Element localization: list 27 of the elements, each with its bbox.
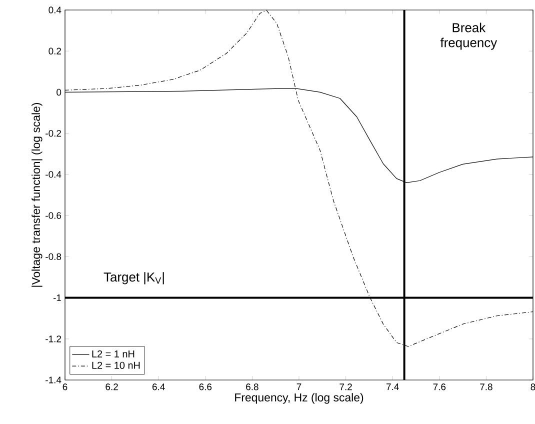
x-tick-label: 6.4 [152, 384, 165, 390]
x-tick-label: 7.8 [480, 384, 492, 390]
y-tick-label: -0.8 [46, 253, 62, 260]
y-tick-label: -0.4 [46, 171, 62, 178]
x-tick-label: 6 [62, 384, 68, 390]
x-tick-label: 6.2 [106, 384, 118, 390]
legend-label: L2 = 10 nH [92, 362, 140, 369]
x-tick-label: 7.6 [433, 384, 446, 390]
x-tick-label: 7 [296, 384, 302, 390]
ref-line-label: Break frequency [440, 22, 498, 50]
x-tick-label: 6.8 [246, 384, 258, 390]
x-tick-label: 8 [530, 384, 535, 390]
y-tick-label: 0.4 [48, 6, 62, 14]
y-tick-label: -1.2 [46, 336, 62, 342]
y-tick-label: -1 [53, 294, 62, 302]
y-tick-label: -0.2 [46, 130, 62, 137]
x-tick-label: 6.6 [199, 384, 212, 390]
x-axis-title: Frequency, Hz (log scale) [235, 393, 364, 404]
y-tick-label: -0.6 [46, 212, 62, 219]
y-axis-title: |Voltage transfer function| (log scale) [32, 102, 42, 287]
x-tick-label: 7.2 [340, 384, 352, 390]
y-tick-label: 0.2 [48, 48, 62, 54]
y-tick-label: 0 [56, 88, 62, 96]
ref-line-label: Target |K$_{V}$| [104, 272, 164, 284]
x-tick-label: 7.4 [386, 384, 399, 390]
legend-label: L2 = 1 nH [92, 350, 134, 358]
y-tick-label: -1.4 [46, 376, 62, 384]
